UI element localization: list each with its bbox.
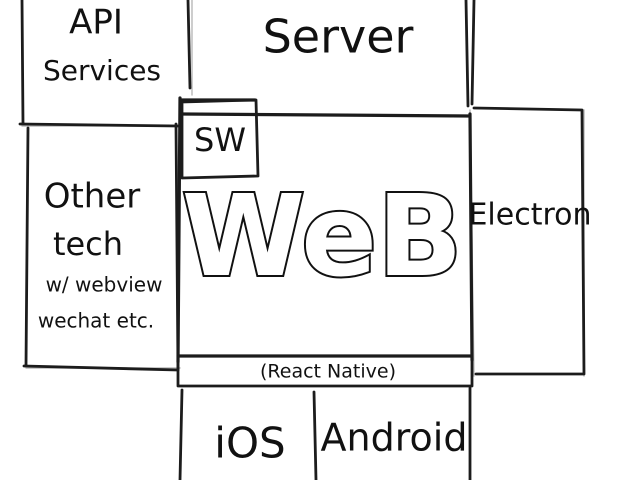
android-label: Android <box>321 416 468 460</box>
server-node: Server <box>263 0 476 108</box>
api-services-border <box>18 0 192 128</box>
ios-border <box>178 388 318 480</box>
sw-border <box>180 98 260 180</box>
ios-label: iOS <box>214 419 285 468</box>
ios-node: iOS <box>178 388 318 480</box>
electron-node: Electron <box>468 106 592 376</box>
react-native-border <box>176 356 474 388</box>
react-native-node: (React Native) <box>176 356 474 388</box>
sw-label: SW <box>194 121 246 159</box>
other-tech-label-line3: w/ webview <box>46 273 163 297</box>
web-label: WeB <box>182 172 463 302</box>
api-services-label-line2: Services <box>43 54 161 87</box>
api-services-label-line1: API <box>69 3 123 43</box>
sw-node: SW <box>180 98 260 180</box>
server-label: Server <box>263 10 414 64</box>
other-tech-label-line4: wechat etc. <box>38 309 154 333</box>
other-tech-label-line1: Other <box>44 177 141 217</box>
api-services-node: API Services <box>18 0 192 128</box>
android-node: Android <box>321 386 472 480</box>
other-tech-node: Other tech w/ webview wechat etc. <box>22 122 180 372</box>
electron-label: Electron <box>468 198 591 233</box>
other-tech-label-line2: tech <box>53 225 123 263</box>
react-native-label: (React Native) <box>260 361 396 383</box>
server-border <box>464 0 476 108</box>
electron-border <box>472 106 586 376</box>
